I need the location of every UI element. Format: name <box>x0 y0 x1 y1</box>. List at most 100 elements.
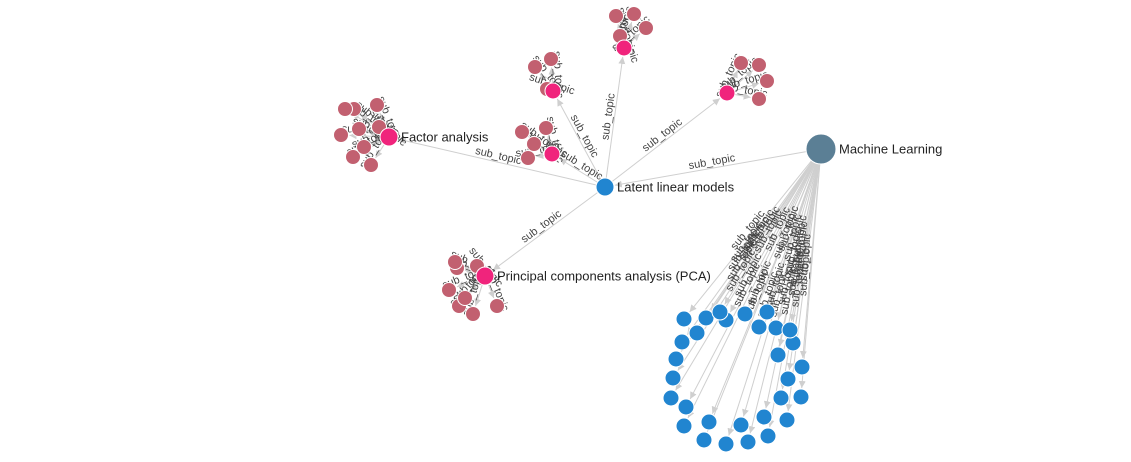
child-topic-node[interactable] <box>759 427 777 445</box>
factor-label: Factor analysis <box>401 130 489 145</box>
edge-root-child <box>748 162 816 307</box>
child-topic-node[interactable] <box>677 398 695 416</box>
edge-root-child <box>687 162 815 419</box>
leaf-node[interactable] <box>526 136 542 152</box>
child-topic-node[interactable] <box>732 416 750 434</box>
pca-node[interactable] <box>475 266 495 286</box>
leaf-node[interactable] <box>514 124 530 140</box>
root-node[interactable] <box>805 133 837 165</box>
leaf-node[interactable] <box>351 121 367 137</box>
edge-root-child <box>689 160 812 313</box>
edge-s3-leaf <box>734 92 751 100</box>
edge-pca-leaf <box>487 284 495 299</box>
edge-latent-s4 <box>559 158 598 183</box>
child-topic-node[interactable] <box>750 318 768 336</box>
edge-label: sub_topic <box>789 259 807 308</box>
edge-s4-leaf <box>546 136 553 147</box>
edge-label: sub_topic <box>797 248 813 296</box>
s1-node[interactable] <box>544 82 562 100</box>
child-topic-node[interactable] <box>688 324 706 342</box>
leaf-node[interactable] <box>345 149 361 165</box>
edge-factor-leaf <box>375 144 385 159</box>
edge-label: sub_topic <box>640 116 685 155</box>
edge-root-child <box>767 163 819 428</box>
leaf-node[interactable] <box>751 57 767 73</box>
edge-root-child <box>748 163 818 434</box>
leaf-node[interactable] <box>638 20 654 36</box>
child-topic-node[interactable] <box>739 433 757 451</box>
edge-latent-s3 <box>611 98 721 182</box>
edge-root-child <box>760 163 817 319</box>
leaf-node[interactable] <box>363 157 379 173</box>
edge-s1-leaf <box>548 67 556 84</box>
child-topic-node[interactable] <box>711 303 729 321</box>
child-topic-node[interactable] <box>772 389 790 407</box>
leaf-node[interactable] <box>759 73 775 89</box>
leaf-node[interactable] <box>333 127 349 143</box>
edge-s3-leaf <box>732 70 753 89</box>
latent-node[interactable] <box>595 177 615 197</box>
child-topic-node[interactable] <box>695 431 713 449</box>
child-topic-node[interactable] <box>675 417 693 435</box>
child-topic-node[interactable] <box>667 350 685 368</box>
edge-root-child <box>780 163 820 390</box>
edge-root-child <box>777 163 819 347</box>
child-topic-node[interactable] <box>781 321 799 339</box>
child-topic-node[interactable] <box>769 346 787 364</box>
edge-s4-leaf <box>536 151 545 159</box>
leaf-node[interactable] <box>626 6 642 22</box>
leaf-node[interactable] <box>538 120 554 136</box>
s3-node[interactable] <box>718 84 736 102</box>
leaf-node[interactable] <box>543 51 559 67</box>
child-topic-node[interactable] <box>700 413 718 431</box>
edges-layer <box>349 22 821 436</box>
edge-s2-leaf <box>629 33 641 43</box>
edge-root-child <box>689 162 815 400</box>
leaf-node[interactable] <box>527 59 543 75</box>
edge-root-child <box>729 161 815 313</box>
factor-node[interactable] <box>379 127 399 147</box>
child-topic-node[interactable] <box>717 435 735 453</box>
s4-node[interactable] <box>543 145 561 163</box>
leaf-node[interactable] <box>447 254 463 270</box>
edge-s3-leaf <box>729 70 738 86</box>
edge-s3-leaf <box>734 82 760 92</box>
leaf-node[interactable] <box>733 55 749 71</box>
leaf-node[interactable] <box>369 97 385 113</box>
child-topic-node[interactable] <box>792 388 810 406</box>
s2-node[interactable] <box>615 39 633 57</box>
leaf-node[interactable] <box>608 8 624 24</box>
child-topic-node[interactable] <box>675 310 693 328</box>
pca-label: Principal components analysis (PCA) <box>497 269 711 284</box>
child-topic-node[interactable] <box>662 389 680 407</box>
root-label: Machine Learning <box>839 142 942 157</box>
edge-root-child <box>711 162 816 414</box>
child-topic-node[interactable] <box>758 303 776 321</box>
leaf-node[interactable] <box>457 290 473 306</box>
leaf-node[interactable] <box>520 150 536 166</box>
edge-root-child <box>675 161 814 391</box>
leaf-node[interactable] <box>441 282 457 298</box>
leaf-node[interactable] <box>337 101 353 117</box>
edge-label: sub_topic <box>798 233 814 281</box>
leaf-node[interactable] <box>356 139 372 155</box>
edge-latent-pca <box>492 191 599 271</box>
edge-root-latent <box>614 151 807 188</box>
child-topic-node[interactable] <box>779 370 797 388</box>
edge-root-child <box>701 161 814 326</box>
child-topic-node[interactable] <box>736 305 754 323</box>
child-topic-node[interactable] <box>673 333 691 351</box>
leaf-node[interactable] <box>465 306 481 322</box>
leaf-node[interactable] <box>489 298 505 314</box>
edge-label: sub_topic <box>519 208 564 246</box>
child-topic-node[interactable] <box>767 319 785 337</box>
edge-root-child <box>799 163 821 359</box>
child-topic-node[interactable] <box>755 408 773 426</box>
child-topic-node[interactable] <box>778 411 796 429</box>
node-labels-layer: Machine Learning Latent linear models Fact… <box>401 130 942 284</box>
edge-pca-leaf <box>456 278 477 288</box>
child-topic-node[interactable] <box>793 358 811 376</box>
leaf-node[interactable] <box>751 91 767 107</box>
child-topic-node[interactable] <box>664 369 682 387</box>
